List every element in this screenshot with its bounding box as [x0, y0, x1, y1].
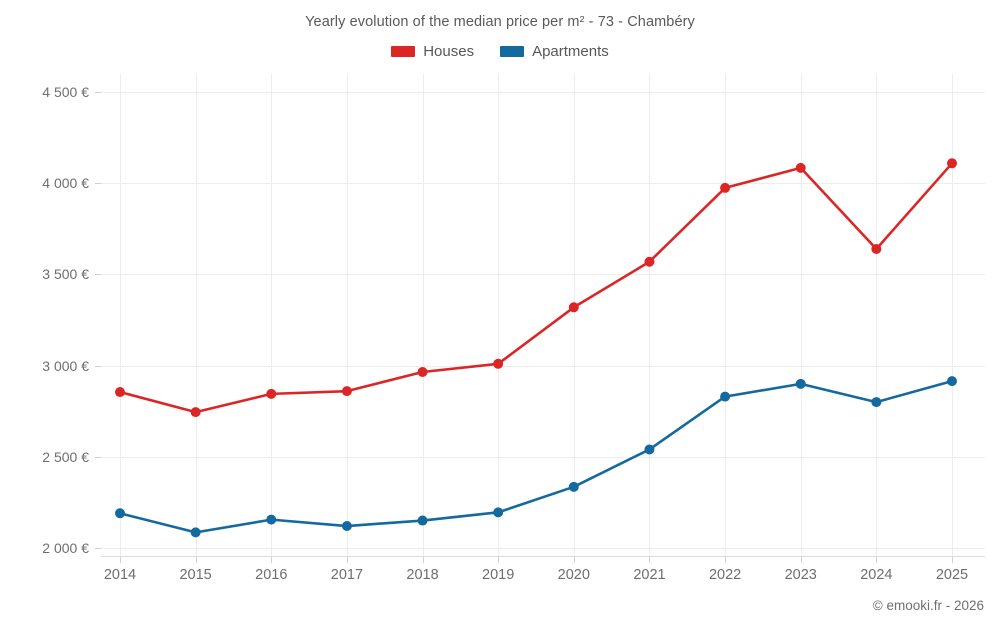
y-tick-mark: [95, 456, 101, 458]
legend-item-houses[interactable]: Houses: [391, 44, 474, 59]
legend-label: Houses: [423, 43, 475, 60]
x-axis-tick-label: 2023: [784, 567, 817, 583]
data-point-apartments-2014[interactable]: [115, 508, 125, 519]
data-point-houses-2019[interactable]: [493, 358, 504, 369]
gridline-vertical: [952, 74, 953, 557]
gridline-vertical: [422, 74, 424, 557]
chart-legend: Houses Apartments: [0, 44, 1000, 59]
data-point-apartments-2024[interactable]: [871, 397, 882, 408]
x-axis-tick-label: 2016: [255, 567, 288, 583]
gridline-vertical: [195, 74, 197, 557]
data-point-apartments-2015[interactable]: [190, 527, 201, 538]
gridline-vertical: [346, 74, 348, 557]
y-axis-tick-label: 4 000 €: [42, 175, 89, 192]
data-point-apartments-2017[interactable]: [341, 521, 352, 532]
gridline-horizontal: [101, 183, 985, 185]
gridline-horizontal: [101, 365, 985, 367]
x-tick-mark: [725, 557, 727, 563]
x-axis-tick-label: 2025: [935, 567, 969, 583]
legend-swatch-icon: [391, 46, 416, 57]
y-axis-tick-label: 3 000 €: [42, 357, 89, 374]
x-tick-mark: [952, 557, 953, 563]
data-point-apartments-2021[interactable]: [644, 444, 655, 455]
y-tick-mark: [95, 274, 101, 276]
data-point-houses-2018[interactable]: [417, 367, 428, 377]
gridline-vertical: [649, 74, 651, 557]
x-axis-tick-label: 2020: [557, 567, 590, 583]
x-axis-tick-label: 2019: [482, 567, 515, 583]
y-axis-tick-label: 3 500 €: [42, 266, 89, 283]
data-point-apartments-2025[interactable]: [947, 376, 957, 387]
data-point-apartments-2022[interactable]: [720, 391, 731, 402]
gridline-horizontal: [101, 92, 985, 94]
x-axis-tick-label: 2018: [406, 567, 439, 583]
data-point-houses-2024[interactable]: [871, 243, 882, 254]
x-tick-mark: [271, 557, 273, 563]
gridline-vertical: [800, 74, 802, 557]
data-point-houses-2020[interactable]: [568, 302, 579, 313]
data-point-houses-2016[interactable]: [266, 388, 277, 399]
x-tick-mark: [573, 557, 575, 563]
gridline-vertical: [725, 74, 727, 557]
y-axis-tick-label: 2 000 €: [42, 539, 89, 556]
footer-credit: © emooki.fr - 2026: [872, 598, 984, 613]
x-tick-mark: [498, 557, 500, 563]
data-point-houses-2015[interactable]: [190, 407, 201, 418]
data-point-apartments-2020[interactable]: [568, 481, 579, 492]
x-tick-mark: [649, 557, 651, 563]
y-tick-mark: [95, 547, 101, 549]
data-point-apartments-2016[interactable]: [266, 514, 277, 525]
gridline-horizontal: [101, 547, 985, 549]
data-point-houses-2021[interactable]: [644, 256, 655, 267]
gridline-vertical: [498, 74, 500, 557]
x-axis-tick-label: 2021: [633, 567, 666, 583]
x-axis-tick-label: 2024: [860, 567, 893, 583]
y-tick-mark: [95, 183, 101, 185]
gridline-vertical: [120, 74, 121, 557]
data-point-apartments-2018[interactable]: [417, 515, 428, 526]
x-axis-tick-label: 2017: [330, 567, 364, 583]
data-point-houses-2025[interactable]: [947, 158, 957, 169]
data-point-houses-2014[interactable]: [115, 387, 125, 398]
y-axis-tick-label: 2 500 €: [42, 448, 89, 465]
y-tick-mark: [95, 92, 101, 94]
x-tick-mark: [195, 557, 197, 563]
legend-label: Apartments: [532, 43, 609, 60]
x-tick-mark: [120, 557, 121, 563]
data-point-houses-2022[interactable]: [720, 182, 731, 193]
gridline-horizontal: [101, 274, 985, 276]
chart-title: Yearly evolution of the median price per…: [305, 14, 695, 30]
gridline-vertical: [271, 74, 273, 557]
x-tick-mark: [422, 557, 424, 563]
data-point-apartments-2019[interactable]: [493, 507, 504, 518]
y-axis-tick-label: 4 500 €: [42, 84, 89, 101]
data-point-apartments-2023[interactable]: [795, 378, 806, 389]
x-axis-tick-label: 2014: [103, 567, 137, 583]
plot-area: [101, 74, 985, 557]
x-axis-tick-label: 2022: [708, 567, 742, 583]
legend-item-apartments[interactable]: Apartments: [500, 44, 609, 59]
legend-swatch-icon: [500, 46, 525, 57]
x-axis-line: [101, 556, 985, 557]
y-tick-mark: [95, 365, 101, 367]
x-tick-mark: [346, 557, 348, 563]
data-point-houses-2017[interactable]: [341, 386, 352, 397]
data-point-houses-2023[interactable]: [795, 162, 806, 173]
series-line-houses: [118, 162, 954, 414]
x-axis-tick-label: 2015: [179, 567, 212, 583]
x-tick-mark: [876, 557, 878, 563]
series-layer: [115, 158, 957, 538]
series-line-apartments: [118, 379, 954, 534]
gridline-vertical: [876, 74, 878, 557]
gridline-horizontal: [101, 456, 985, 458]
gridline-vertical: [573, 74, 575, 557]
x-tick-mark: [800, 557, 802, 563]
